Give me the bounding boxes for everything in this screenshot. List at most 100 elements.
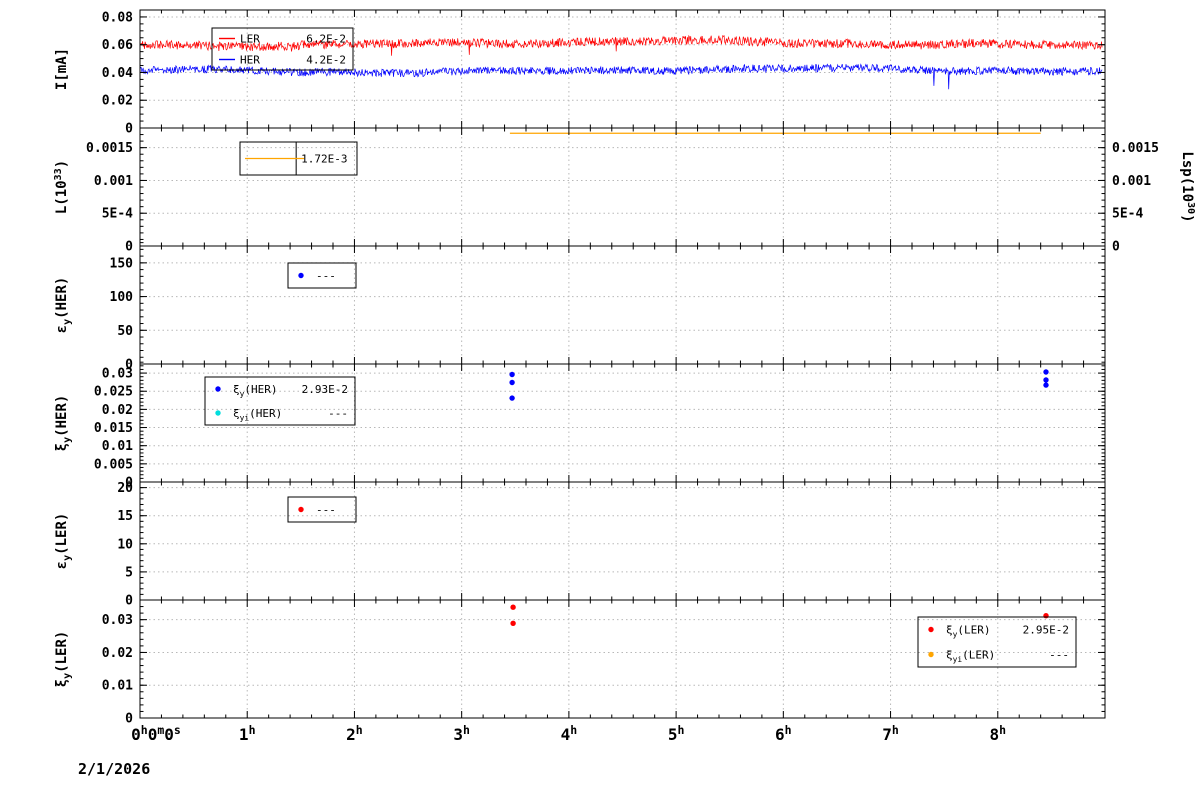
- y-tick-label: 10: [117, 537, 133, 552]
- x-tick-label: 8h: [989, 723, 1006, 744]
- legend-box: [204, 376, 356, 426]
- legend-dot-sample: [215, 386, 221, 392]
- y-tick-label: 0.02: [102, 403, 133, 418]
- legend-luminosity: 1.72E-3: [239, 141, 358, 176]
- x-tick-label: 1h: [239, 723, 256, 744]
- y-tick-label: 0: [125, 122, 133, 137]
- x-tick-label: 4h: [561, 723, 578, 744]
- y-tick-label: 5E-4: [102, 207, 133, 222]
- y-axis-label-ey-ler: εy(LER): [54, 513, 73, 570]
- y-tick-label: 0.03: [102, 367, 133, 382]
- legend-xiy-ler: ξy(LER) 2.95E-2 ξyi(LER) ---: [917, 616, 1077, 668]
- ticks: [139, 127, 1106, 247]
- legend-value: 1.72E-3: [301, 153, 347, 166]
- y2-tick-label: 0.001: [1112, 174, 1151, 189]
- y-tick-label: 0.08: [102, 10, 133, 25]
- y-tick-label: 100: [110, 290, 134, 305]
- legend-dot-sample: [215, 410, 221, 416]
- legend-value: ---: [316, 270, 336, 283]
- series-layer: [139, 34, 1103, 90]
- y-tick-label: 5: [125, 565, 133, 580]
- legend-label: ξyi(HER): [233, 407, 282, 422]
- legend-value: 4.2E-2: [306, 54, 346, 67]
- legend-box: [211, 27, 354, 71]
- legend-label: LER: [240, 33, 260, 46]
- x-tick-label: 6h: [775, 723, 792, 744]
- y2-tick-label: 5E-4: [1112, 207, 1143, 222]
- x-axis-labels: 0h0m0s 1h 2h 3h 4h 5h 6h 7h 8h 2/1/2026: [78, 723, 1006, 778]
- date-label: 2/1/2026: [78, 760, 150, 778]
- legend-dot-sample: [928, 626, 934, 633]
- legend-label: ξyi(LER): [946, 649, 995, 664]
- y-tick-label: 15: [117, 509, 133, 524]
- legend-xiy-her: ξy(HER) 2.93E-2 ξyi(HER) ---: [204, 376, 356, 426]
- legend-label: ξy(LER): [946, 624, 991, 639]
- legend-value: 2.95E-2: [1023, 624, 1069, 637]
- y-tick-label: 0.04: [102, 66, 133, 81]
- data-point: [1043, 613, 1049, 619]
- data-point: [509, 371, 515, 378]
- y-tick-label: 50: [117, 324, 133, 339]
- y-tick-label: 0.025: [94, 385, 133, 400]
- y2-tick-label: 0: [1112, 240, 1120, 255]
- axis-labels: 0.02 0.04 0.06 0.08 0 I[mA]: [54, 10, 133, 136]
- data-point: [509, 395, 515, 401]
- y-tick-label: 0.02: [102, 94, 133, 109]
- y2-tick-label: 0.0015: [1112, 141, 1159, 156]
- legend-dot-sample: [928, 651, 934, 658]
- y-tick-label: 0.03: [102, 613, 133, 628]
- data-point: [510, 620, 516, 626]
- x-tick-label: 2h: [346, 723, 363, 744]
- gridlines: [140, 246, 1105, 364]
- y-tick-label: 150: [110, 256, 134, 271]
- y-axis-label-current: I[mA]: [54, 48, 70, 90]
- y-tick-label: 0.015: [94, 421, 133, 436]
- axis-labels: 5 10 15 20 0 εy(LER): [54, 481, 133, 608]
- y-axis-label-ey-her: εy(HER): [54, 277, 73, 334]
- gridlines: [140, 600, 1105, 718]
- legend-value: 2.93E-2: [302, 383, 348, 396]
- data-point: [1043, 377, 1049, 383]
- data-point: [1043, 382, 1049, 388]
- ticks: [139, 599, 1106, 719]
- legend-value: ---: [1049, 649, 1069, 662]
- axis-labels: 5E-4 5E-4 0.001 0.001 0.0015 0.0015 0 0 L(1033) L…: [53, 141, 1196, 254]
- data-point: [510, 604, 516, 610]
- y-axis-label-xiy-ler: ξy(LER): [54, 631, 73, 688]
- axis-labels: 0.01 0.02 0.03 0 ξy(LER): [54, 613, 133, 726]
- legend-box: [917, 616, 1077, 668]
- ticks: [139, 361, 1106, 483]
- legend-ey-ler: ---: [287, 496, 357, 523]
- legend-box: [287, 262, 357, 289]
- y-tick-label: 0: [125, 240, 133, 255]
- y-tick-label: 0.0015: [86, 141, 133, 156]
- panel-xiy-ler: 0.01 0.02 0.03 0 ξy(LER) ξy(LER) 2.95E-2 ξyi(LE…: [54, 599, 1106, 727]
- series-layer: [509, 369, 1049, 401]
- legend-ey-her: ---: [287, 262, 357, 289]
- axis-labels: 50 100 150 0 εy(HER): [54, 256, 133, 372]
- gridlines: [140, 128, 1105, 246]
- y-tick-label: 0: [125, 358, 133, 373]
- y-axis-label-xiy-her: ξy(HER): [54, 395, 73, 452]
- y-tick-label: 0.001: [94, 174, 133, 189]
- y2-axis-label: Lsp(1030): [1179, 151, 1196, 222]
- panel-luminosity: 5E-4 5E-4 0.001 0.001 0.0015 0.0015 0 0 L(1033) L…: [53, 127, 1196, 255]
- x-tick-label: 0h0m0s: [131, 723, 181, 744]
- gridlines: [140, 364, 1105, 482]
- panel-xiy-her: 0.0050.010.0150.020.0250.030ξy(HER)ξy(HE…: [54, 361, 1106, 491]
- data-point: [509, 379, 515, 386]
- y-tick-label: 0.02: [102, 646, 133, 661]
- series-LER: [139, 34, 1103, 56]
- y-tick-label: 0.01: [102, 439, 133, 454]
- legend-value: ---: [328, 407, 348, 420]
- x-tick-label: 7h: [882, 723, 899, 744]
- y-tick-label: 0.005: [94, 457, 133, 472]
- y-tick-label: 0: [125, 594, 133, 609]
- legend-label: ξy(HER): [233, 383, 278, 398]
- legend-dot-sample: [298, 272, 304, 279]
- ticks: [139, 242, 1106, 365]
